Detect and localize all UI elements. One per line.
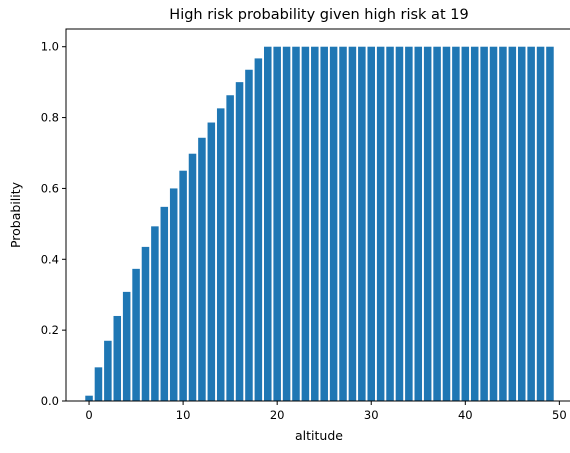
bar-26 [329, 46, 338, 402]
bar-14 [216, 108, 225, 402]
bar-9 [169, 188, 178, 401]
bar-40 [461, 46, 470, 402]
bar-39 [452, 46, 460, 402]
y-tick-label: 0.2 [41, 323, 59, 337]
bar-38 [442, 46, 451, 402]
bar-22 [292, 46, 300, 402]
bar-16 [235, 82, 244, 401]
bar-48 [536, 46, 545, 402]
bar-18 [254, 58, 263, 401]
bar-42 [480, 46, 488, 402]
bar-43 [489, 46, 498, 402]
y-tick-label: 0.8 [41, 111, 59, 125]
bar-17 [245, 69, 253, 402]
plot-frame [65, 28, 570, 402]
bar-7 [151, 226, 159, 401]
bar-47 [527, 46, 535, 402]
bar-41 [470, 46, 479, 402]
bar-0 [85, 395, 93, 401]
y-tick-label: 1.0 [41, 40, 59, 54]
bar-30 [367, 46, 375, 402]
bar-28 [348, 46, 357, 402]
bar-23 [301, 46, 310, 402]
bar-2 [104, 340, 112, 401]
x-tick-label: 30 [364, 408, 379, 422]
bar-group [85, 46, 554, 402]
y-tick-label: 0.4 [41, 252, 59, 266]
x-tick-label: 10 [176, 408, 191, 422]
bar-35 [414, 46, 423, 402]
bar-21 [282, 46, 291, 402]
x-axis-label: altitude [295, 428, 343, 443]
bar-36 [423, 46, 432, 402]
bar-6 [141, 246, 150, 401]
bar-4 [122, 291, 131, 401]
bar-27 [339, 46, 347, 402]
bar-49 [546, 46, 554, 402]
bar-12 [198, 137, 206, 401]
y-axis-ticks: 0.0 0.2 0.4 0.6 0.8 1.0 [41, 40, 66, 408]
y-tick-label: 0.0 [41, 394, 59, 408]
bar-33 [395, 46, 404, 402]
x-tick-label: 0 [85, 408, 92, 422]
bar-19 [264, 46, 272, 402]
y-axis-label: Probability [8, 181, 23, 248]
bar-10 [179, 170, 187, 401]
bar-46 [517, 46, 526, 402]
bar-34 [405, 46, 413, 402]
bar-37 [433, 46, 441, 402]
x-tick-label: 20 [270, 408, 285, 422]
bar-13 [207, 122, 216, 401]
bar-45 [508, 46, 517, 402]
x-axis-ticks: 0 10 20 30 40 50 [85, 401, 567, 422]
y-tick-label: 0.6 [41, 181, 59, 195]
bar-25 [320, 46, 328, 402]
bar-5 [132, 268, 140, 401]
bar-24 [311, 46, 319, 402]
bar-3 [113, 315, 122, 401]
x-tick-label: 50 [552, 408, 567, 422]
bar-8 [160, 206, 169, 401]
bar-11 [188, 153, 197, 401]
bar-1 [94, 367, 103, 401]
chart-title: High risk probability given high risk at… [169, 7, 468, 23]
bar-44 [499, 46, 507, 402]
bar-15 [226, 95, 234, 401]
x-tick-label: 40 [458, 408, 473, 422]
bar-32 [386, 46, 394, 402]
bar-31 [376, 46, 385, 402]
bar-29 [358, 46, 366, 402]
bar-20 [273, 46, 281, 402]
